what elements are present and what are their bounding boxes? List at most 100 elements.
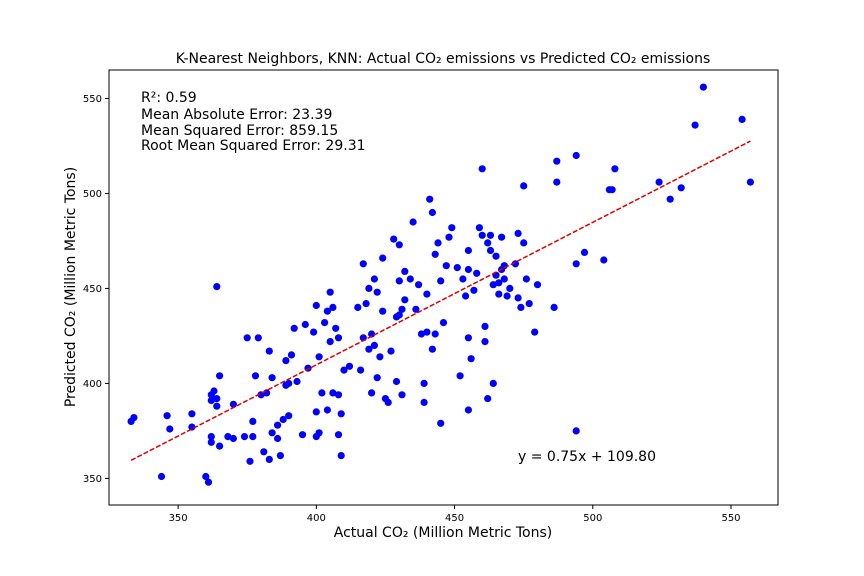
data-point — [268, 429, 276, 437]
data-point — [417, 330, 425, 338]
data-point — [334, 431, 343, 439]
data-point — [738, 115, 746, 123]
data-point — [395, 277, 403, 285]
x-tick-label: 450 — [445, 513, 464, 524]
data-point — [398, 305, 406, 313]
data-point — [495, 290, 503, 298]
data-point — [431, 250, 439, 258]
data-point — [517, 303, 525, 311]
data-point — [486, 246, 495, 255]
data-point — [265, 347, 273, 355]
data-point — [310, 328, 318, 336]
data-point — [323, 406, 331, 414]
data-point — [240, 433, 249, 441]
data-point — [282, 357, 290, 365]
data-point — [213, 402, 221, 410]
data-point — [251, 372, 260, 380]
data-point — [489, 379, 497, 387]
x-tick-label: 550 — [721, 513, 740, 524]
data-point — [376, 353, 384, 361]
data-point — [249, 417, 257, 425]
data-point — [428, 208, 436, 217]
data-point — [699, 83, 708, 91]
data-point — [373, 374, 381, 382]
data-point — [434, 239, 442, 247]
data-point — [285, 412, 293, 420]
data-point — [365, 284, 373, 292]
x-axis-ticks: 350 400 450 500 550 — [169, 505, 741, 524]
data-point — [293, 377, 301, 386]
data-point — [475, 224, 483, 232]
data-point — [384, 398, 392, 406]
data-point — [188, 423, 196, 431]
data-point — [334, 391, 343, 399]
data-point — [462, 292, 470, 300]
data-point — [326, 288, 334, 296]
data-point — [368, 330, 376, 338]
data-point — [379, 307, 387, 315]
data-point — [387, 347, 395, 355]
data-point — [345, 362, 354, 370]
data-point — [216, 442, 224, 450]
data-point — [608, 186, 616, 194]
data-point — [395, 241, 403, 249]
data-point — [412, 305, 420, 313]
data-point — [500, 275, 508, 283]
data-point — [520, 239, 528, 247]
data-point — [354, 303, 362, 311]
x-tick-label: 500 — [583, 513, 602, 524]
data-point — [390, 235, 398, 243]
data-point — [484, 395, 492, 403]
data-point — [498, 233, 506, 241]
data-point — [611, 165, 619, 173]
data-point — [276, 452, 284, 460]
data-point — [406, 275, 414, 283]
data-point — [301, 320, 309, 329]
data-point — [401, 296, 409, 304]
data-point — [285, 379, 293, 387]
data-point — [464, 406, 472, 414]
data-point — [279, 415, 287, 424]
data-point — [166, 425, 174, 433]
data-point — [746, 178, 755, 186]
data-point — [268, 374, 276, 382]
data-point — [533, 281, 542, 289]
x-axis-label: Actual CO₂ (Million Metric Tons) — [334, 525, 553, 541]
data-point — [492, 252, 500, 260]
data-point — [677, 184, 685, 192]
data-point — [249, 433, 257, 441]
data-point — [431, 330, 439, 338]
fit-line-layer — [130, 140, 751, 461]
data-point — [420, 379, 428, 387]
data-point — [398, 391, 406, 399]
data-point — [691, 121, 699, 129]
data-point — [329, 389, 337, 397]
data-point — [572, 427, 580, 435]
data-point — [420, 398, 428, 406]
y-axis-label: Predicted CO₂ (Million Metric Tons) — [63, 167, 79, 407]
data-point — [423, 328, 431, 336]
data-point — [428, 345, 436, 353]
data-point — [130, 414, 138, 422]
data-point — [340, 366, 348, 374]
data-point — [337, 410, 345, 418]
y-axis-ticks: 350 400 450 500 550 — [83, 94, 109, 485]
data-point — [481, 322, 489, 330]
data-point — [213, 283, 221, 291]
data-point — [437, 277, 445, 285]
data-point — [503, 292, 511, 300]
data-point — [500, 262, 508, 270]
data-point — [401, 267, 409, 275]
data-point — [572, 260, 580, 268]
data-point — [315, 429, 323, 437]
data-point — [448, 224, 456, 232]
chart-title: K-Nearest Neighbors, KNN: Actual CO₂ emi… — [176, 51, 711, 67]
data-point — [326, 338, 334, 346]
data-point — [550, 303, 558, 311]
data-point — [210, 387, 218, 395]
data-point — [323, 307, 331, 315]
data-point — [337, 452, 345, 460]
data-point — [274, 434, 282, 443]
data-point — [274, 421, 282, 429]
data-point — [553, 157, 561, 165]
